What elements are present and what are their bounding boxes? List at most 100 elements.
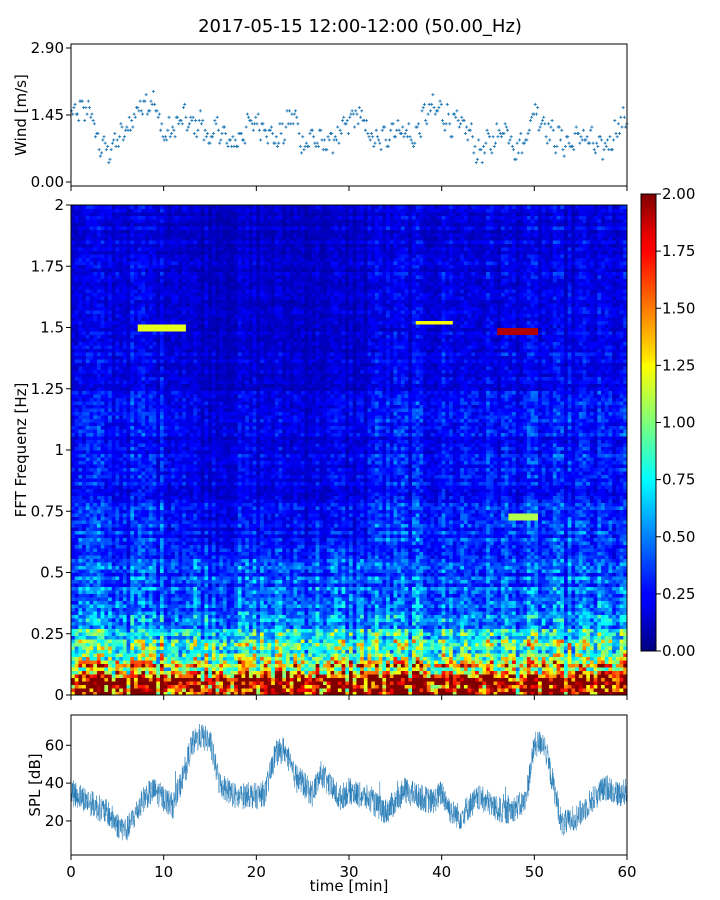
spectrogram-cell <box>463 628 469 633</box>
spectrogram-cell <box>182 646 187 650</box>
spectrogram-cell <box>549 593 554 598</box>
spectrogram-cell <box>538 600 543 605</box>
spectrogram-cell <box>226 642 231 647</box>
spectrogram-cell <box>282 649 287 654</box>
spectrogram-cell <box>115 593 120 598</box>
spectrogram-cell <box>230 674 235 678</box>
spectrogram-cell <box>523 649 528 654</box>
spectrogram-cell <box>300 614 306 619</box>
spectrogram-cell <box>211 667 217 671</box>
wind-point <box>106 144 110 148</box>
spectrogram-cell <box>582 621 587 626</box>
spectrogram-cell <box>593 674 598 678</box>
spectrogram-cell <box>156 632 161 636</box>
spectrogram-cell <box>145 670 150 675</box>
spectrogram-cell <box>337 681 343 685</box>
spectrogram-cell <box>85 653 91 657</box>
spectrogram-cell <box>341 649 346 654</box>
spectrogram-cell <box>156 674 161 678</box>
spectrogram-cell <box>308 691 313 696</box>
spectrogram-cell <box>360 667 365 671</box>
spectrogram-cell <box>504 628 509 633</box>
spectrogram-cell <box>601 653 606 657</box>
spectrogram-cell <box>263 681 268 685</box>
spectrogram-cell <box>437 611 443 615</box>
spectrogram-cell <box>541 663 546 668</box>
spectrogram-cell <box>145 660 150 664</box>
spectrogram-cell <box>467 677 472 682</box>
spectrogram-cell <box>519 600 524 605</box>
spectrogram-cell <box>93 663 98 668</box>
spectrogram-cell <box>104 607 109 612</box>
spectrogram-cell <box>593 649 598 654</box>
spectrogram-cell <box>482 628 487 633</box>
spectrogram-cell <box>393 688 398 692</box>
spectrogram-cell <box>337 646 343 650</box>
spectrogram-cell <box>563 684 569 689</box>
spectrogram-cell <box>137 628 142 633</box>
spectrogram-cell <box>415 639 420 643</box>
spectrogram-cell <box>323 618 328 622</box>
spectrogram-cell <box>456 632 461 636</box>
spectrogram-cell <box>137 611 142 615</box>
spectrogram-cell <box>226 632 231 636</box>
wind-point <box>118 135 122 139</box>
spectrogram-cell <box>200 597 205 601</box>
spectrogram-cell <box>408 681 413 685</box>
spectrogram-cell <box>538 597 543 601</box>
spectrogram-cell <box>189 597 194 601</box>
spectrogram-cell <box>234 625 239 629</box>
spectrogram-cell <box>426 614 432 619</box>
spectrogram-cell <box>445 590 450 594</box>
spectrogram-cell <box>512 667 517 671</box>
spectrogram-cell <box>471 674 476 678</box>
spectrogram-cell <box>534 625 539 629</box>
wind-point <box>536 106 540 110</box>
spectrogram-cell <box>534 670 539 675</box>
spectrogram-cell <box>234 628 239 633</box>
spectrogram-cell <box>575 667 580 671</box>
spectrogram-cell <box>371 663 376 668</box>
spectrogram-cell <box>334 621 339 626</box>
spectrogram-cell <box>489 642 495 647</box>
spectrogram-cell <box>326 635 331 640</box>
spectrogram-cell <box>463 611 469 615</box>
spectrogram-cell <box>197 670 202 675</box>
wind-point <box>218 141 222 145</box>
spectrogram-cell <box>319 621 324 626</box>
spectrogram-cell <box>419 635 424 640</box>
spectrogram-cell <box>371 656 376 661</box>
spectrogram-cell <box>456 628 461 633</box>
spectrogram-cell <box>475 642 480 647</box>
spectrogram-cell <box>104 684 109 689</box>
spectrogram-cell <box>163 688 168 692</box>
spectrogram-cell <box>534 691 539 696</box>
spectrogram-cell <box>171 688 176 692</box>
spectrogram-cell <box>549 604 554 608</box>
spectrogram-cell <box>289 604 294 608</box>
spectrogram-cell <box>141 632 146 636</box>
spectrogram-cell <box>200 635 205 640</box>
spectrogram-cell <box>260 600 265 605</box>
spectrogram-cell <box>482 684 487 689</box>
spectrogram-cell <box>386 649 391 654</box>
spectrogram-cell <box>111 607 116 612</box>
wind-point <box>200 122 204 126</box>
spectrogram-cell <box>404 604 409 608</box>
spectrogram-cell <box>493 649 498 654</box>
spectrogram-cell <box>549 677 554 682</box>
spectrogram-cell <box>167 684 172 689</box>
spectrogram-cell <box>449 674 454 678</box>
spectrogram-cell <box>567 674 572 678</box>
wind-point <box>455 109 459 113</box>
spectrogram-cell <box>167 600 172 605</box>
spectrogram-cell <box>426 663 432 668</box>
spectrogram-cell <box>460 632 465 636</box>
spectrogram-cell <box>552 663 558 668</box>
spectrogram-cell <box>419 590 424 594</box>
spectrogram-cell <box>612 691 617 696</box>
spectrogram-cell <box>386 611 391 615</box>
spectrogram-cell <box>378 600 383 605</box>
spectrogram-cell <box>167 646 172 650</box>
spectrogram-cell <box>100 590 105 594</box>
